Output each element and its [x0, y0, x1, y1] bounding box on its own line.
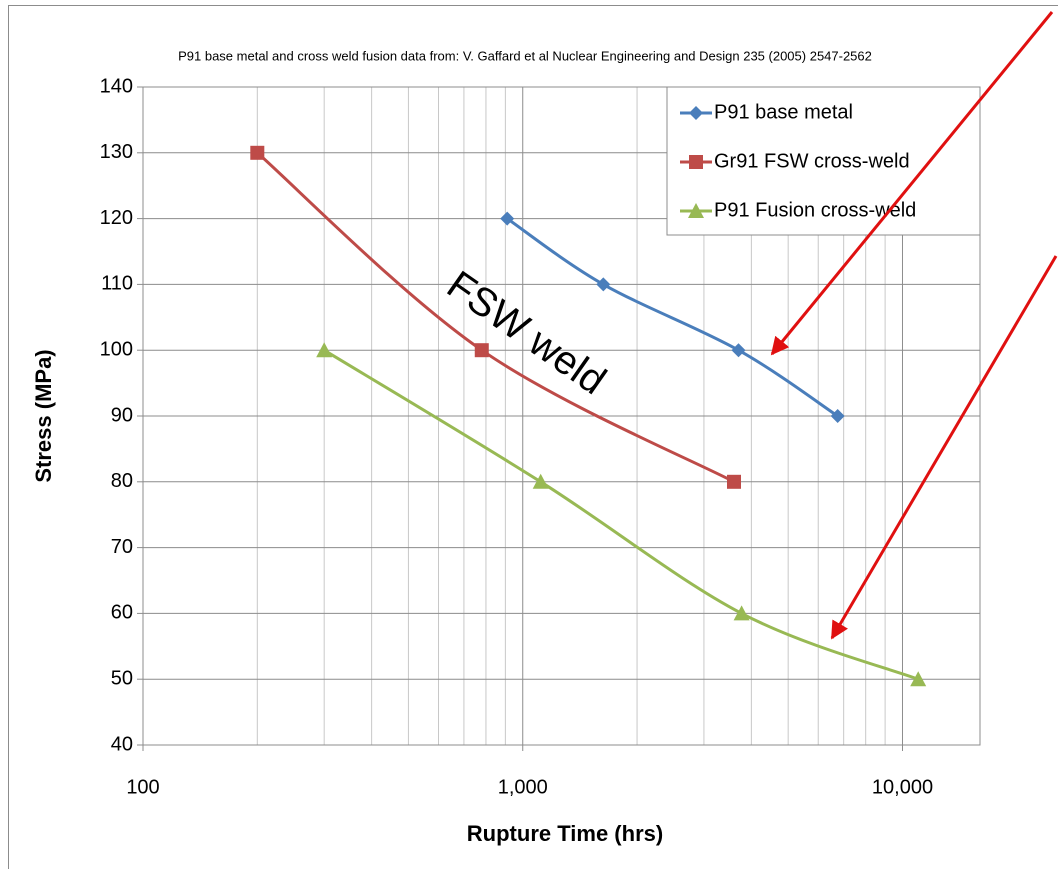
legend-label: P91 Fusion cross-weld	[714, 199, 916, 221]
y-tick-label: 100	[100, 338, 133, 360]
y-axis-title: Stress (MPa)	[31, 349, 56, 482]
x-tick-label: 1,000	[498, 776, 548, 798]
chart-title: P91 base metal and cross weld fusion dat…	[178, 48, 872, 63]
legend-label: P91 base metal	[714, 101, 853, 123]
y-tick-label: 60	[111, 602, 133, 624]
marker	[475, 343, 489, 357]
y-tick-label: 90	[111, 404, 133, 426]
y-tick-label: 80	[111, 470, 133, 492]
y-tick-label: 120	[100, 207, 133, 229]
y-tick-label: 140	[100, 75, 133, 97]
x-axis-title: Rupture Time (hrs)	[467, 821, 663, 846]
y-tick-label: 130	[100, 141, 133, 163]
legend-label: Gr91 FSW cross-weld	[714, 150, 910, 172]
marker	[250, 146, 264, 160]
marker	[727, 475, 741, 489]
x-tick-label: 100	[126, 776, 159, 798]
y-tick-label: 40	[111, 733, 133, 755]
y-tick-label: 50	[111, 667, 133, 689]
marker	[689, 155, 703, 169]
y-tick-label: 110	[101, 273, 133, 295]
x-tick-label: 10,000	[872, 776, 933, 798]
y-tick-label: 70	[111, 536, 133, 558]
